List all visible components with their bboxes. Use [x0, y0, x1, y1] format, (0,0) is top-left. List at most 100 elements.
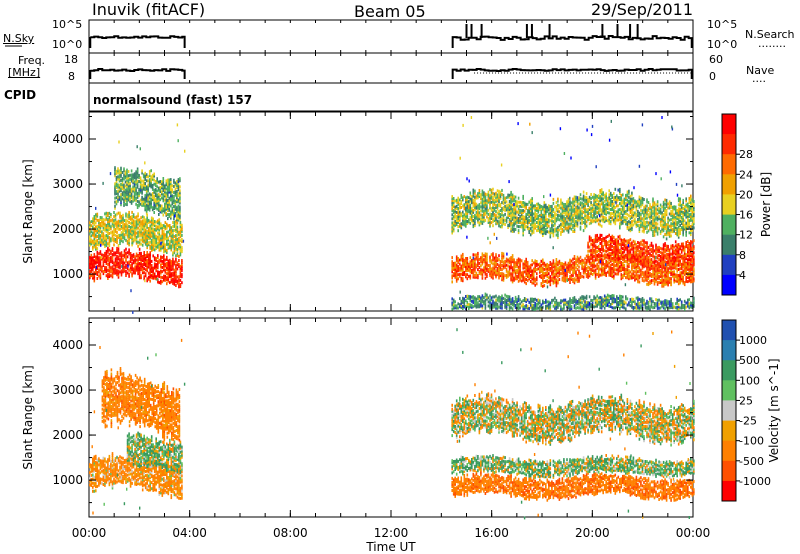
echo-cell — [588, 266, 591, 270]
echo-cell — [653, 274, 656, 278]
echo-cell — [462, 267, 464, 271]
echo-cell — [631, 224, 633, 227]
echo-cell — [96, 270, 99, 274]
echo-cell — [626, 264, 629, 268]
echo-cell — [529, 263, 532, 267]
echo-cell — [141, 169, 143, 173]
echo-cell — [520, 221, 523, 225]
echo-cell — [599, 195, 601, 199]
echo-cell — [173, 245, 176, 249]
echo-cell — [567, 226, 570, 230]
echo-cell — [146, 253, 148, 256]
echo-cell — [145, 179, 148, 183]
echo-cell — [643, 224, 645, 228]
echo-cell — [516, 210, 518, 214]
echo-cell — [132, 223, 135, 227]
echo-cell — [102, 261, 105, 265]
echo-cell — [478, 193, 481, 196]
echo-cell — [495, 214, 497, 218]
echo-cell — [93, 245, 96, 249]
echo-cell — [168, 196, 171, 200]
echo-cell — [150, 220, 153, 224]
echo-cell — [551, 204, 553, 208]
echo-cell — [649, 203, 651, 207]
echo-cell — [626, 200, 629, 204]
echo-cell — [653, 209, 656, 213]
echo-cell — [138, 180, 140, 183]
echo-cell — [647, 221, 650, 225]
echo-cell — [483, 258, 485, 262]
echo-cell — [177, 182, 180, 186]
echo-cell — [151, 208, 154, 212]
echo-cell — [477, 220, 479, 224]
echo-cell — [517, 212, 520, 216]
echo-cell — [655, 215, 657, 219]
echo-cell — [160, 271, 162, 275]
echo-cell — [146, 225, 148, 229]
echo-cell — [606, 198, 609, 202]
echo-cell — [117, 261, 120, 265]
echo-cell — [655, 267, 657, 271]
echo-cell — [149, 261, 151, 265]
echo-cell — [496, 262, 499, 266]
echo-cell — [591, 260, 594, 264]
echo-cell — [140, 232, 142, 236]
echo-cell — [463, 258, 466, 262]
echo-cell — [149, 273, 151, 277]
echo-cell — [522, 217, 524, 221]
echo-cell — [115, 192, 118, 196]
echo-cell — [635, 224, 638, 228]
echo-cell — [472, 204, 475, 208]
echo-cell — [153, 224, 156, 228]
echo-cell — [153, 244, 156, 248]
echo-cell — [489, 273, 491, 277]
echo-cell — [498, 276, 500, 280]
echo-cell — [596, 219, 598, 223]
echo-cell — [95, 215, 97, 219]
echo-cell — [465, 275, 467, 279]
echo-cell — [508, 214, 511, 217]
echo-cell — [116, 222, 118, 226]
echo-cell — [551, 229, 553, 233]
echo-cell — [161, 238, 164, 242]
echo-cell — [596, 207, 598, 211]
echo-cell — [179, 239, 182, 243]
echo-cell — [460, 272, 463, 276]
echo-cell — [95, 259, 97, 263]
echo-cell — [179, 199, 181, 203]
echo-cell — [609, 220, 612, 224]
echo-cell — [481, 199, 484, 203]
echo-cell — [138, 255, 141, 259]
echo-cell — [137, 264, 139, 268]
echo-cell — [486, 203, 488, 207]
echo-cell — [107, 222, 109, 226]
echo-cell — [472, 219, 475, 222]
echo-cell — [581, 209, 583, 213]
echo-cell — [499, 202, 502, 206]
echo-cell — [177, 206, 180, 210]
echo-cell — [123, 229, 126, 233]
echo-cell — [576, 273, 579, 277]
echo-cell — [578, 206, 580, 210]
echo-cell — [133, 192, 136, 196]
echo-cell — [511, 193, 514, 197]
echo-cell — [593, 211, 595, 215]
echo-cell — [90, 220, 93, 224]
echo-cell — [647, 269, 650, 272]
echo-cell — [546, 264, 549, 268]
echo-cell — [587, 199, 589, 203]
echo-cell — [625, 202, 627, 205]
echo-cell — [575, 262, 577, 266]
echo-cell — [124, 190, 127, 194]
echo-cell — [136, 167, 139, 171]
echo-cell — [546, 262, 549, 266]
echo-cell — [143, 218, 145, 222]
echo-cell — [499, 264, 502, 267]
echo-cell — [661, 274, 663, 278]
echo-cell — [667, 283, 669, 287]
echo-cell — [459, 274, 461, 278]
echo-cell — [101, 253, 103, 257]
echo-cell — [474, 201, 476, 205]
echo-cell — [105, 268, 108, 272]
echo-cell — [596, 264, 598, 268]
